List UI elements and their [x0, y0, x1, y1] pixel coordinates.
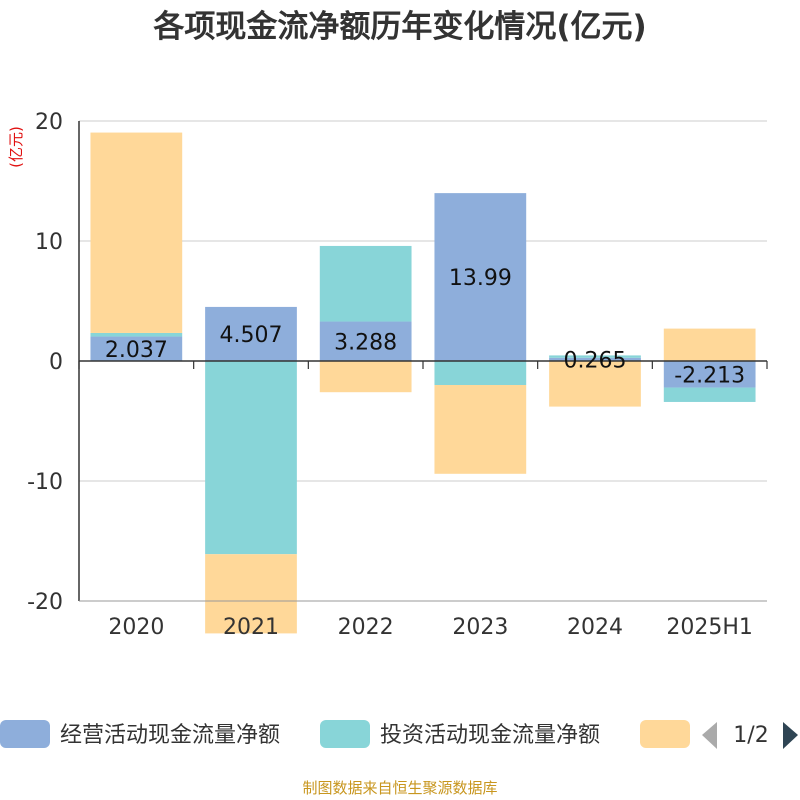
bar-2021-series-1: [205, 361, 297, 555]
data-label: 4.507: [220, 323, 283, 348]
legend-swatch-1[interactable]: [320, 720, 370, 748]
y-unit-label: (亿元): [7, 126, 25, 168]
data-label: 13.99: [449, 266, 512, 291]
x-tick-label: 2022: [338, 615, 394, 640]
chart-title: 各项现金流净额历年变化情况(亿元): [153, 9, 647, 45]
legend-prev-icon[interactable]: [702, 722, 717, 749]
bar-2021-series-2: [205, 554, 297, 634]
bar-2025H1-series-2: [663, 328, 756, 361]
y-tick-label: -20: [27, 590, 63, 615]
bars: [90, 132, 756, 634]
bar-2023-series-1: [434, 361, 527, 385]
source-note: 制图数据来自恒生聚源数据库: [302, 779, 498, 797]
data-label: -2.213: [674, 363, 745, 388]
bar-2024-series-2: [549, 361, 641, 407]
bar-2022-series-2: [319, 361, 412, 393]
x-tick-label: 2023: [452, 615, 508, 640]
y-tick-label: 10: [35, 230, 63, 255]
bar-2020-series-2: [90, 132, 183, 333]
legend-swatch-2[interactable]: [640, 720, 690, 748]
legend[interactable]: 经营活动现金流量净额 投资活动现金流量净额 1/2: [0, 720, 798, 749]
legend-label[interactable]: 投资活动现金流量净额: [380, 723, 600, 748]
bar-2022-series-0: [319, 321, 412, 361]
data-labels: 2.037 4.507 3.288 13.99 0.265 -2.213: [105, 266, 745, 388]
x-tick-label: 2024: [567, 615, 623, 640]
bar-2020-series-1: [90, 332, 183, 337]
bar-2025H1-series-1: [663, 387, 756, 402]
legend-label[interactable]: 经营活动现金流量净额: [60, 723, 280, 748]
bar-2024-series-1: [549, 355, 641, 358]
bar-2023-series-2: [434, 385, 527, 474]
data-label: 0.265: [564, 348, 627, 373]
bar-2025H1-series-0: [663, 361, 756, 388]
legend-next-icon[interactable]: [783, 722, 798, 749]
y-tick-label: -10: [27, 470, 63, 495]
y-tick-label: 20: [35, 110, 63, 135]
x-tick-label: 2021: [223, 615, 279, 640]
axes: 20 10 0 -10 -20 (亿元) 2020 2021 2022 2023 2024 2025H…: [7, 110, 768, 640]
data-label: 2.037: [105, 338, 168, 363]
bar-2021-series-0: [205, 306, 297, 361]
y-tick-label: 0: [49, 350, 63, 375]
data-label: 3.288: [334, 330, 397, 355]
bar-2024-series-0: [549, 357, 641, 361]
bar-2020-series-0: [90, 336, 183, 361]
legend-page-indicator: 1/2: [733, 723, 768, 748]
x-tick-label: 2020: [108, 615, 164, 640]
x-tick-label: 2025H1: [666, 615, 753, 640]
legend-swatch-0[interactable]: [0, 720, 50, 748]
bar-2022-series-1: [319, 245, 412, 322]
bar-2023-series-0: [434, 193, 527, 361]
